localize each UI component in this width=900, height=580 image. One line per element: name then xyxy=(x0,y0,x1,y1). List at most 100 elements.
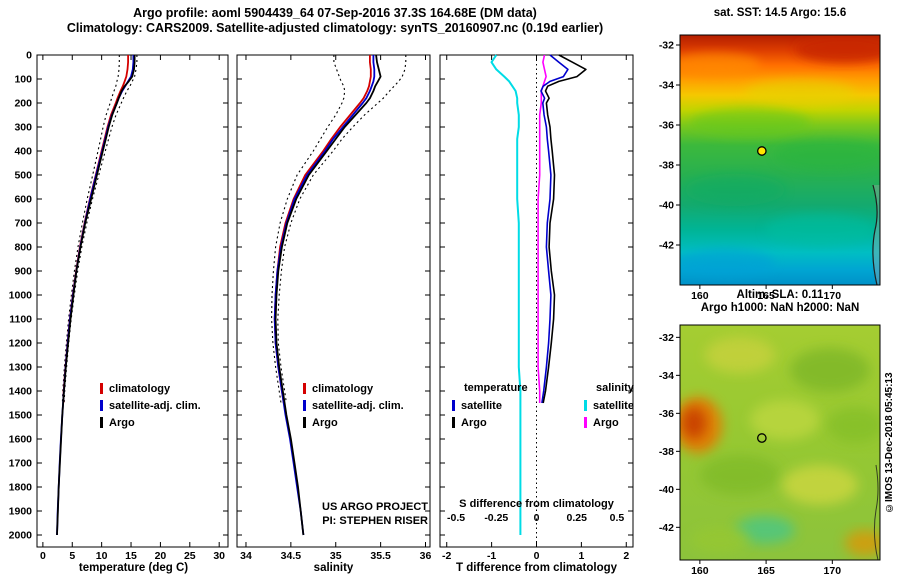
sla-map-title: Altim. SLA: 0.11 xyxy=(736,289,824,301)
legend-label-argo: Argo xyxy=(312,416,338,429)
legend-header-salinity: salinity xyxy=(596,382,634,394)
svg-text:170: 170 xyxy=(824,565,842,577)
t-argo-line-marker xyxy=(452,417,455,428)
svg-text:5: 5 xyxy=(69,550,75,562)
svg-text:-40: -40 xyxy=(659,484,674,496)
svg-text:500: 500 xyxy=(14,170,32,182)
legend-label-argo: Argo xyxy=(109,416,135,429)
svg-text:1300: 1300 xyxy=(9,362,33,374)
climatology-line-marker xyxy=(303,383,306,394)
svg-text:25: 25 xyxy=(184,550,196,562)
svg-text:0: 0 xyxy=(534,512,540,524)
svg-text:1000: 1000 xyxy=(9,290,33,302)
argo-line-marker xyxy=(100,417,103,428)
svg-text:-0.5: -0.5 xyxy=(447,512,465,524)
legend-item-s-satellite: satellite xyxy=(584,397,634,414)
sla-map-subtitle: Argo h1000: NaN h2000: NaN xyxy=(700,302,860,314)
svg-text:1600: 1600 xyxy=(9,434,33,446)
svg-text:-36: -36 xyxy=(659,120,674,132)
legend-label-satellite-adj: satellite-adj. clim. xyxy=(312,399,404,412)
svg-text:0: 0 xyxy=(26,50,32,62)
svg-text:-32: -32 xyxy=(659,332,674,344)
svg-text:2000: 2000 xyxy=(9,530,33,542)
svg-text:36: 36 xyxy=(420,550,432,562)
legend-item-satellite-adj: satellite-adj. clim. xyxy=(303,397,404,414)
svg-text:30: 30 xyxy=(213,550,225,562)
t-difference-axis-label: T difference from climatology xyxy=(455,562,618,574)
salinity-axis-label: salinity xyxy=(313,562,354,574)
s-difference-axis-label: S difference from climatology xyxy=(459,498,614,510)
pi-annotation: PI: STEPHEN RISER xyxy=(322,515,428,527)
svg-text:0: 0 xyxy=(40,550,46,562)
temperature-legend: climatology satellite-adj. clim. Argo xyxy=(100,380,201,431)
legend-item-s-argo: Argo xyxy=(584,414,634,431)
svg-text:-34: -34 xyxy=(659,80,674,92)
svg-text:-40: -40 xyxy=(659,200,674,212)
legend-item-t-argo: Argo xyxy=(452,414,528,431)
legend-item-t-satellite: satellite xyxy=(452,397,528,414)
t-satellite-line-marker xyxy=(452,400,455,411)
figure-title-line1: Argo profile: aoml 5904439_64 07-Sep-201… xyxy=(133,6,537,20)
svg-text:1700: 1700 xyxy=(9,458,33,470)
temperature-axis-label: temperature (deg C) xyxy=(78,562,189,574)
legend-item-satellite-adj: satellite-adj. clim. xyxy=(100,397,201,414)
legend-header-temperature: temperature xyxy=(464,382,528,394)
svg-text:35.5: 35.5 xyxy=(370,550,391,562)
svg-text:20: 20 xyxy=(155,550,167,562)
svg-text:0.25: 0.25 xyxy=(566,512,587,524)
svg-text:160: 160 xyxy=(691,565,709,577)
svg-text:-36: -36 xyxy=(659,408,674,420)
sst-map-title: sat. SST: 14.5 Argo: 15.6 xyxy=(713,7,847,19)
sla-map-image xyxy=(680,325,880,560)
project-annotation: US ARGO PROJECT xyxy=(322,501,428,513)
legend-label-s-argo: Argo xyxy=(593,416,619,429)
legend-item-argo: Argo xyxy=(303,414,404,431)
s-satellite-line-marker xyxy=(584,400,587,411)
svg-text:200: 200 xyxy=(14,98,32,110)
svg-text:-0.25: -0.25 xyxy=(484,512,508,524)
svg-text:-1: -1 xyxy=(487,550,496,562)
legend-label-t-argo: Argo xyxy=(461,416,487,429)
svg-text:100: 100 xyxy=(14,74,32,86)
argo-line-marker xyxy=(303,417,306,428)
difference-legend-salinity: salinity satellite Argo xyxy=(584,380,634,431)
svg-text:34: 34 xyxy=(240,550,252,562)
satellite-adj-line-marker xyxy=(303,400,306,411)
legend-item-argo: Argo xyxy=(100,414,201,431)
svg-text:1800: 1800 xyxy=(9,482,33,494)
imos-watermark: ©IMOS 13-Dec-2018 05:45:13 xyxy=(884,372,895,513)
svg-text:-34: -34 xyxy=(659,370,674,382)
svg-text:1900: 1900 xyxy=(9,506,33,518)
svg-text:-38: -38 xyxy=(659,446,674,458)
svg-text:-2: -2 xyxy=(442,550,451,562)
legend-label-satellite-adj: satellite-adj. clim. xyxy=(109,399,201,412)
svg-text:1200: 1200 xyxy=(9,338,33,350)
svg-text:900: 900 xyxy=(14,266,32,278)
legend-label-climatology: climatology xyxy=(312,382,374,395)
svg-text:300: 300 xyxy=(14,122,32,134)
svg-text:165: 165 xyxy=(757,565,775,577)
svg-text:1: 1 xyxy=(578,550,584,562)
legend-label-t-satellite: satellite xyxy=(461,399,502,412)
legend-label-climatology: climatology xyxy=(109,382,171,395)
salinity-legend: climatology satellite-adj. clim. Argo xyxy=(303,380,404,431)
svg-text:0.5: 0.5 xyxy=(610,512,625,524)
svg-text:800: 800 xyxy=(14,242,32,254)
satellite-adj-line-marker xyxy=(100,400,103,411)
svg-text:400: 400 xyxy=(14,146,32,158)
svg-text:10: 10 xyxy=(96,550,108,562)
svg-text:34.5: 34.5 xyxy=(281,550,302,562)
svg-text:600: 600 xyxy=(14,194,32,206)
svg-text:1100: 1100 xyxy=(9,314,32,326)
legend-item-climatology: climatology xyxy=(303,380,404,397)
legend-item-climatology: climatology xyxy=(100,380,201,397)
svg-text:35: 35 xyxy=(330,550,342,562)
figure-title-line2: Climatology: CARS2009. Satellite-adjuste… xyxy=(66,21,604,35)
svg-text:15: 15 xyxy=(125,550,137,562)
svg-text:2: 2 xyxy=(623,550,629,562)
svg-text:-42: -42 xyxy=(659,240,674,252)
svg-text:-42: -42 xyxy=(659,522,674,534)
svg-text:-32: -32 xyxy=(659,40,674,52)
svg-text:1500: 1500 xyxy=(9,410,33,422)
